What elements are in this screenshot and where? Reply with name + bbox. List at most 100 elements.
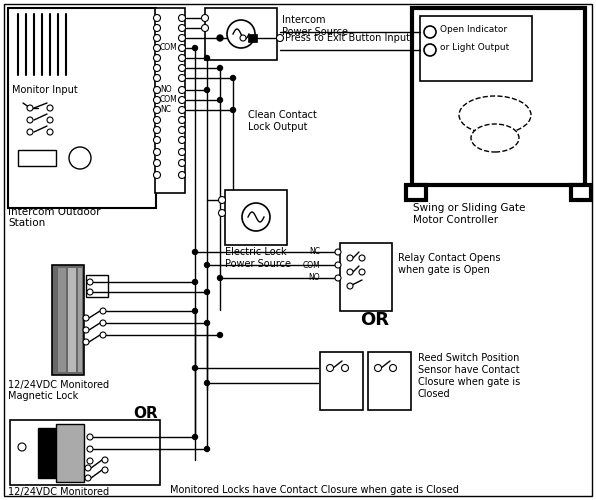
Circle shape bbox=[102, 467, 108, 473]
Circle shape bbox=[47, 129, 53, 135]
Circle shape bbox=[204, 262, 210, 268]
Circle shape bbox=[218, 66, 222, 70]
Circle shape bbox=[87, 289, 93, 295]
Text: COM: COM bbox=[302, 260, 320, 270]
Text: NO: NO bbox=[160, 86, 172, 94]
Circle shape bbox=[327, 364, 334, 372]
Text: Intercom Outdoor: Intercom Outdoor bbox=[8, 207, 101, 217]
Bar bbox=[78, 268, 82, 372]
Text: Closure when gate is: Closure when gate is bbox=[418, 377, 520, 387]
Circle shape bbox=[201, 14, 209, 21]
Circle shape bbox=[27, 117, 33, 123]
Circle shape bbox=[217, 35, 223, 41]
Circle shape bbox=[178, 24, 185, 32]
Circle shape bbox=[154, 24, 160, 32]
Bar bbox=[248, 34, 257, 42]
Text: Clean Contact: Clean Contact bbox=[248, 110, 317, 120]
Bar bbox=[10, 420, 160, 485]
Circle shape bbox=[204, 380, 210, 386]
Text: when gate is Open: when gate is Open bbox=[398, 265, 490, 275]
Circle shape bbox=[83, 339, 89, 345]
Circle shape bbox=[154, 148, 160, 156]
Bar bbox=[155, 8, 185, 193]
Circle shape bbox=[193, 280, 197, 284]
Circle shape bbox=[154, 14, 160, 21]
Bar bbox=[52, 265, 84, 375]
Circle shape bbox=[47, 105, 53, 111]
Text: Lock Output: Lock Output bbox=[248, 122, 308, 132]
Circle shape bbox=[204, 88, 210, 92]
Circle shape bbox=[204, 446, 210, 452]
Circle shape bbox=[178, 172, 185, 178]
Circle shape bbox=[154, 54, 160, 62]
Circle shape bbox=[347, 283, 353, 289]
Circle shape bbox=[154, 74, 160, 82]
Circle shape bbox=[227, 20, 255, 48]
Circle shape bbox=[231, 76, 235, 80]
Text: OR: OR bbox=[360, 311, 389, 329]
Circle shape bbox=[154, 34, 160, 42]
Circle shape bbox=[178, 44, 185, 52]
Circle shape bbox=[69, 147, 91, 169]
Circle shape bbox=[87, 434, 93, 440]
Bar bbox=[56, 424, 84, 482]
Text: COM: COM bbox=[160, 44, 178, 52]
Bar bbox=[225, 190, 287, 245]
Text: Station: Station bbox=[8, 218, 45, 228]
Circle shape bbox=[87, 458, 93, 464]
Text: 12/24VDC Monitored: 12/24VDC Monitored bbox=[8, 487, 109, 497]
Text: Sensor have Contact: Sensor have Contact bbox=[418, 365, 520, 375]
Circle shape bbox=[154, 136, 160, 143]
Circle shape bbox=[347, 255, 353, 261]
Text: Power Source: Power Source bbox=[282, 27, 348, 37]
Circle shape bbox=[178, 160, 185, 166]
Circle shape bbox=[335, 262, 341, 268]
Circle shape bbox=[424, 26, 436, 38]
Circle shape bbox=[102, 457, 108, 463]
Circle shape bbox=[219, 196, 225, 203]
Circle shape bbox=[100, 332, 106, 338]
Circle shape bbox=[154, 44, 160, 52]
Circle shape bbox=[219, 210, 225, 216]
Circle shape bbox=[204, 290, 210, 294]
Bar bbox=[420, 16, 532, 81]
Circle shape bbox=[178, 126, 185, 134]
Text: Swing or Sliding Gate: Swing or Sliding Gate bbox=[413, 203, 526, 213]
Polygon shape bbox=[406, 185, 426, 200]
Circle shape bbox=[359, 255, 365, 261]
Circle shape bbox=[335, 249, 341, 255]
Circle shape bbox=[100, 320, 106, 326]
Bar bbox=[8, 8, 156, 208]
Polygon shape bbox=[412, 8, 585, 185]
Circle shape bbox=[154, 96, 160, 103]
Circle shape bbox=[178, 54, 185, 62]
Text: Power Source: Power Source bbox=[225, 259, 291, 269]
Circle shape bbox=[193, 308, 197, 314]
Circle shape bbox=[27, 129, 33, 135]
Circle shape bbox=[154, 86, 160, 94]
Circle shape bbox=[83, 315, 89, 321]
Text: Relay Contact Opens: Relay Contact Opens bbox=[398, 253, 501, 263]
Circle shape bbox=[27, 105, 33, 111]
Text: Open Indicator: Open Indicator bbox=[440, 26, 507, 35]
Text: 12/24VDC Monitored: 12/24VDC Monitored bbox=[8, 380, 109, 390]
Circle shape bbox=[178, 86, 185, 94]
Bar bbox=[18, 150, 56, 166]
Text: Monitored Locks have Contact Closure when gate is Closed: Monitored Locks have Contact Closure whe… bbox=[170, 485, 459, 495]
Polygon shape bbox=[571, 185, 591, 200]
Text: Press to Exit Button Input: Press to Exit Button Input bbox=[285, 33, 410, 43]
Circle shape bbox=[87, 279, 93, 285]
Circle shape bbox=[218, 98, 222, 102]
Circle shape bbox=[154, 116, 160, 123]
Circle shape bbox=[193, 366, 197, 370]
Circle shape bbox=[390, 364, 396, 372]
Circle shape bbox=[424, 44, 436, 56]
Bar bbox=[86, 275, 108, 297]
Circle shape bbox=[347, 269, 353, 275]
Circle shape bbox=[218, 332, 222, 338]
Circle shape bbox=[231, 108, 235, 112]
Circle shape bbox=[242, 203, 270, 231]
Text: NC: NC bbox=[309, 248, 320, 256]
Text: Monitor Input: Monitor Input bbox=[12, 85, 77, 95]
Circle shape bbox=[18, 443, 26, 451]
